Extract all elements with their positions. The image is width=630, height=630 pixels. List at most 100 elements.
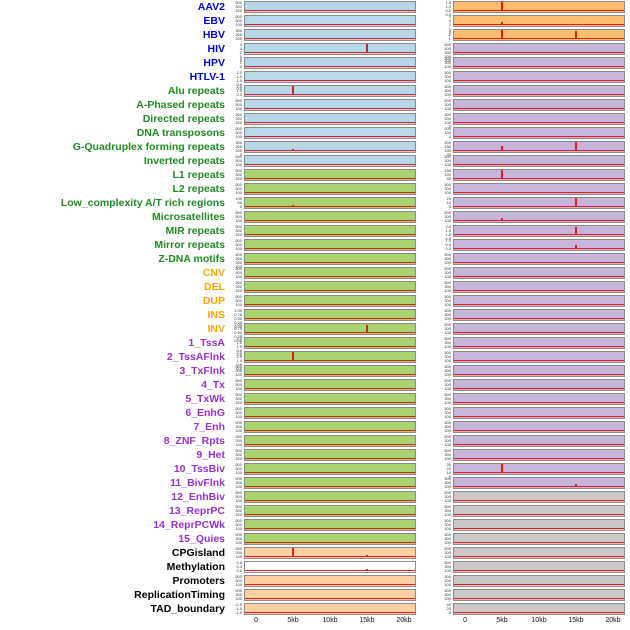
signal-baseline xyxy=(245,528,415,529)
y-axis-tick-label: 500 xyxy=(235,504,242,509)
right-y-axis-ticks: 500 300 100 xyxy=(440,155,453,167)
track-label: Directed repeats xyxy=(142,113,225,125)
y-axis-tick-label: 300 xyxy=(235,228,242,233)
y-axis-tick-label: 300 xyxy=(235,494,242,499)
track-row: DNA transposons 500 300 100 200 100 0 xyxy=(0,126,630,140)
signal-baseline xyxy=(454,542,624,543)
y-axis-tick-label: 500 xyxy=(235,476,242,481)
right-y-axis-ticks: 500 300 100 xyxy=(440,323,453,335)
track-row: 3_TxFlnk 500 300 100 500 300 100 xyxy=(0,364,630,378)
y-axis-tick-label: 100 xyxy=(235,120,242,125)
y-axis-tick-label: 300 xyxy=(444,536,451,541)
y-axis-tick-label: 0 xyxy=(239,204,242,209)
signal-spike xyxy=(501,464,504,473)
y-axis-tick-label: 500 xyxy=(444,182,451,187)
y-axis-tick-label: 100 xyxy=(235,526,242,531)
y-axis-tick-label: 500 xyxy=(235,574,242,579)
right-track-panel xyxy=(453,323,625,335)
y-axis-tick-label: 200 xyxy=(235,438,242,443)
signal-baseline xyxy=(454,150,624,151)
track-row: 14_ReprPCWk 500 300 100 500 300 100 xyxy=(0,518,630,532)
signal-spike xyxy=(501,30,504,39)
y-axis-tick-label: 300 xyxy=(235,368,242,373)
y-axis-tick-label: 100 xyxy=(444,218,451,223)
right-track-panel xyxy=(453,463,625,475)
y-axis-tick-label: 300 xyxy=(235,546,242,551)
y-axis-tick-label: 0.5 xyxy=(445,242,451,247)
signal-baseline xyxy=(454,598,624,599)
y-axis-tick-label: 4 xyxy=(448,14,451,19)
y-axis-tick-label: 500 xyxy=(444,350,451,355)
signal-baseline xyxy=(454,332,624,333)
y-axis-tick-label: 300 xyxy=(444,354,451,359)
signal-baseline xyxy=(454,276,624,277)
left-y-axis-ticks: 500 300 100 xyxy=(231,393,244,405)
left-y-axis-ticks: 500 300 100 xyxy=(231,211,244,223)
right-y-axis-ticks: 500 300 100 xyxy=(440,505,453,517)
signal-baseline xyxy=(245,430,415,431)
left-track-panel xyxy=(244,99,416,111)
signal-spike xyxy=(574,30,577,39)
y-axis-tick-label: 300 xyxy=(235,242,242,247)
track-row: Low_complexity A/T rich regions 100 50 0 20 1… xyxy=(0,196,630,210)
y-axis-tick-label: 500 xyxy=(235,294,242,299)
left-y-axis-ticks: 500 300 100 xyxy=(231,1,244,13)
left-y-axis-ticks: 500 300 100 xyxy=(231,295,244,307)
y-axis-tick-label: 0.00 xyxy=(234,324,242,329)
left-track-panel xyxy=(244,253,416,265)
y-axis-tick-label: 500 xyxy=(444,532,451,537)
y-axis-tick-label: 200 xyxy=(444,578,451,583)
column-spacer xyxy=(416,546,440,560)
track-label: DEL xyxy=(204,281,225,293)
signal-baseline xyxy=(454,262,624,263)
y-axis-tick-label: 100 xyxy=(235,582,242,587)
right-track-panel xyxy=(453,127,625,139)
right-track-panel xyxy=(453,435,625,447)
y-axis-tick-label: 0.0 xyxy=(445,246,451,251)
left-y-axis-ticks: 500 300 100 xyxy=(231,407,244,419)
track-row: G-Quadruplex forming repeats 300 200 100 0 20… xyxy=(0,140,630,157)
column-spacer xyxy=(416,112,440,126)
y-axis-tick-label: 1.00 xyxy=(234,308,242,313)
left-y-axis-ticks: 400 300 200 100 xyxy=(231,253,244,269)
column-spacer xyxy=(416,490,440,504)
y-axis-tick-label: 100 xyxy=(235,288,242,293)
signal-baseline xyxy=(245,416,415,417)
track-label: L1 repeats xyxy=(172,169,225,181)
y-axis-tick-label: 500 xyxy=(444,98,451,103)
left-y-axis-ticks: 500 300 100 xyxy=(231,155,244,167)
y-axis-tick-label: 500 xyxy=(444,280,451,285)
y-axis-tick-label: 100 xyxy=(444,540,451,545)
left-y-axis-ticks: 500 300 100 xyxy=(231,575,244,587)
right-track-panel xyxy=(453,29,625,41)
y-axis-tick-label: 100 xyxy=(444,78,451,83)
track-row: 7_Enh 500 300 100 500 300 100 xyxy=(0,420,630,434)
y-axis-tick-label: 500 xyxy=(444,588,451,593)
track-label: Promoters xyxy=(172,575,225,587)
right-y-axis-ticks: 500 300 100 xyxy=(440,281,453,293)
y-axis-tick-label: 100 xyxy=(235,162,242,167)
right-y-axis-ticks: 500 300 100 xyxy=(440,57,453,69)
right-track-panel xyxy=(453,141,625,153)
signal-baseline xyxy=(245,542,415,543)
column-spacer xyxy=(416,518,440,532)
left-y-axis-ticks: 500 300 100 xyxy=(231,183,244,195)
right-track-panel xyxy=(453,547,625,559)
y-axis-tick-label: 500 xyxy=(235,448,242,453)
right-track-panel xyxy=(453,533,625,545)
y-axis-tick-label: 300 xyxy=(235,112,242,117)
y-axis-tick-label: 100 xyxy=(235,386,242,391)
y-axis-tick-label: 100 xyxy=(444,554,451,559)
right-track-panel xyxy=(453,393,625,405)
signal-baseline xyxy=(454,220,624,221)
left-track-panel xyxy=(244,281,416,293)
y-axis-tick-label: 0.8 xyxy=(236,560,242,565)
column-spacer xyxy=(416,420,440,434)
y-axis-tick-label: 500 xyxy=(235,532,242,537)
right-y-axis-ticks: 2.0 1.5 1.0 0.5 xyxy=(440,225,453,241)
y-axis-tick-label: 0.50 xyxy=(234,330,242,335)
track-row: 10_TssBiv 500 300 100 30 20 10 0 xyxy=(0,462,630,479)
y-axis-tick-label: 2 xyxy=(239,56,242,61)
right-track-panel xyxy=(453,505,625,517)
